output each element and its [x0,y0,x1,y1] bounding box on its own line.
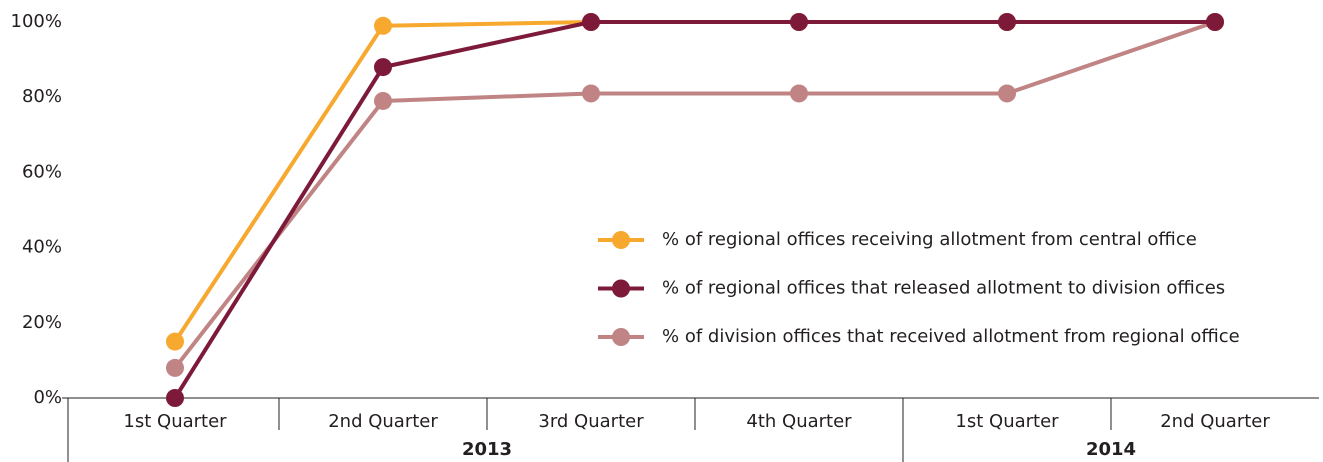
legend-label: % of regional offices that released allo… [662,278,1225,299]
data-point [166,332,184,351]
y-tick-label: 80% [22,86,62,107]
x-tick-label: 3rd Quarter [538,411,644,432]
data-point [998,13,1016,31]
legend-label: % of division offices that received allo… [662,326,1240,347]
series-line [173,20,1216,370]
x-tick-label: 2nd Quarter [328,411,438,432]
group-label: 2014 [1086,439,1136,460]
x-tick-label: 2nd Quarter [1160,411,1270,432]
y-tick-label: 20% [22,312,62,333]
data-point [1206,13,1224,31]
data-point [166,389,184,407]
group-label: 2013 [462,439,512,460]
data-point [790,13,808,31]
data-point [582,13,600,31]
data-point [166,358,184,377]
y-tick-label: 100% [11,11,62,32]
data-point [374,58,392,77]
legend-label: % of regional offices receiving allotmen… [662,229,1197,250]
legend-marker [612,328,630,346]
data-point [790,84,808,103]
data-point [374,16,392,35]
data-point [582,84,600,103]
x-tick-label: 1st Quarter [123,411,227,432]
legend-marker [612,279,630,298]
y-tick-label: 60% [22,161,62,182]
data-point [998,84,1016,103]
data-point [374,91,392,110]
legend-marker [612,231,630,249]
x-tick-label: 4th Quarter [746,411,852,432]
y-tick-label: 0% [33,387,62,408]
x-tick-label: 1st Quarter [955,411,1059,432]
series-line [173,20,1215,400]
y-tick-label: 40% [22,237,62,258]
